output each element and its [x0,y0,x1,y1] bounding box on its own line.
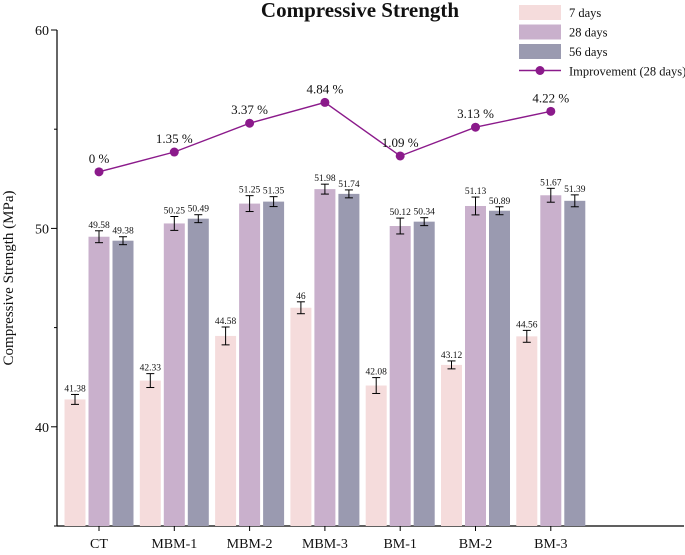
bar-value-label: 51.35 [263,187,285,197]
bar[interactable] [88,236,110,527]
improvement-label: 3.13 % [457,106,494,121]
bar[interactable] [540,195,562,526]
bar-value-label: 42.33 [140,364,162,374]
bar[interactable] [413,221,435,526]
bar-value-label: 50.89 [489,197,511,207]
x-tick-label: CT [90,537,108,552]
legend-swatch [519,5,561,20]
bar-value-label: 51.39 [564,185,586,195]
y-tick-label: 50 [35,222,49,237]
x-tick-label: MBM-3 [302,537,348,552]
bar-value-label: 49.58 [88,221,110,231]
x-tick-label: MBM-1 [151,537,197,552]
bar[interactable] [139,380,161,526]
improvement-label: 1.35 % [156,131,193,146]
x-tick-label: BM-1 [383,537,416,552]
x-tick-label: MBM-2 [227,537,273,552]
legend-label: 56 days [569,45,608,59]
legend-swatch [519,24,561,40]
improvement-point[interactable] [395,151,405,161]
bar-value-label: 44.56 [516,320,538,330]
bar[interactable] [516,336,538,526]
improvement-label: 3.37 % [231,102,268,117]
improvement-point[interactable] [245,118,255,128]
x-tick-label: BM-3 [534,537,567,552]
y-tick-label: 60 [35,24,49,39]
bar-value-label: 50.34 [414,208,436,218]
improvement-label: 4.84 % [306,81,343,96]
bar[interactable] [465,205,486,526]
improvement-point[interactable] [320,97,330,107]
legend-label: 28 days [569,26,608,40]
x-tick-label: BM-2 [459,537,492,552]
bar-value-label: 50.25 [164,206,186,216]
y-axis-title: Compressive Strength (MPa) [1,191,17,366]
bar-value-label: 51.13 [465,187,487,197]
bar-value-label: 42.08 [366,368,388,378]
bar-value-label: 50.12 [390,208,412,218]
improvement-point[interactable] [169,147,179,157]
improvement-label: 0 % [89,151,110,166]
bar[interactable] [163,223,185,526]
bar[interactable] [338,193,360,526]
bar-value-label: 51.67 [540,178,562,188]
bar[interactable] [239,203,261,526]
improvement-label: 4.22 % [532,90,569,105]
improvement-point[interactable] [546,106,556,116]
y-tick-label: 40 [35,421,49,436]
legend-label: 7 days [569,6,601,20]
bar[interactable] [564,200,586,527]
bar[interactable] [365,385,387,526]
legend-line-marker [535,66,545,75]
bar[interactable] [314,189,336,526]
bar[interactable] [389,226,411,526]
chart-title: Compressive Strength [261,0,459,22]
bar-value-label: 51.74 [338,180,360,190]
bar-value-label: 46 [296,292,306,302]
legend-swatch [519,44,561,59]
bar[interactable] [263,201,285,526]
bar-value-label: 50.49 [188,205,210,215]
bar[interactable] [215,335,237,526]
bar[interactable] [64,399,86,526]
legend-label: Improvement (28 days) [569,65,685,79]
bar-value-label: 49.38 [112,227,134,237]
bar-value-label: 51.25 [239,186,261,196]
bar[interactable] [112,240,134,526]
bar-value-label: 51.98 [314,174,336,184]
improvement-point[interactable] [471,122,480,132]
bar-value-label: 41.38 [64,384,86,394]
bar[interactable] [441,364,462,526]
improvement-point[interactable] [94,167,104,177]
bar-value-label: 43.12 [441,351,463,361]
bar[interactable] [489,210,510,526]
bar-value-label: 44.58 [215,317,237,327]
legend: 7 days 28 days 56 days Improvement (28 days… [519,5,685,79]
bar[interactable] [290,307,312,526]
improvement-label: 1.09 % [382,135,419,150]
bar[interactable] [187,218,209,526]
